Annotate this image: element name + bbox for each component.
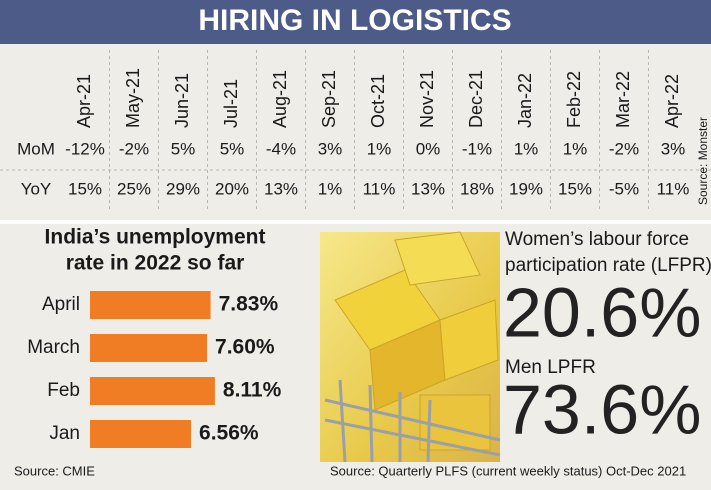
column-header: Jul-21 [221,79,241,128]
column-header: Apr-22 [662,74,682,128]
cell: -4% [266,139,296,158]
column-header: Jan-22 [515,73,535,128]
lfpr-label: Men LPFR [505,357,596,378]
bar-label: April [42,294,80,315]
source: Source: Monster [696,117,710,205]
column-header: Nov-21 [417,70,437,128]
value-label: 7.60% [215,336,275,359]
cart-image [320,231,501,463]
cell: 3% [661,139,686,158]
cell: 0% [416,139,441,158]
unemployment-chart: India’s unemployment rate in 2022 so far… [27,226,282,448]
bar [90,420,192,448]
cell: 1% [318,179,343,198]
cell: -2% [119,139,149,158]
cell: -2% [609,139,639,158]
chart-title: rate in 2022 so far [66,252,245,275]
column-header: Dec-21 [466,70,486,128]
cell: 15% [558,179,592,198]
column-header: Mar-22 [613,71,633,128]
value-label: 8.11% [223,379,282,402]
lfpr-label: participation rate (LFPR) [505,255,711,276]
source: Source: Quarterly PLFS (current weekly s… [330,463,686,478]
table: Apr-21 May-21 Jun-21 Jul-21 Aug-21 Sep-21 Oct-… [0,50,711,212]
lfpr-value: 73.6% [503,370,701,448]
bar [90,377,215,405]
cell: 5% [171,139,196,158]
cell: 29% [166,179,200,198]
title-band [0,0,711,44]
bar [90,334,208,362]
column-header: Feb-22 [564,71,584,128]
cell: 19% [509,179,543,198]
column-header: Jun-21 [172,73,192,128]
cell: -12% [65,139,105,158]
cell: 3% [318,139,343,158]
column-header: Oct-21 [368,74,388,128]
source: Source: CMIE [14,463,95,478]
cell: 13% [264,179,298,198]
lfpr-label: Women’s labour force [505,229,689,250]
bar-label: Feb [47,380,80,401]
cell: 5% [220,139,245,158]
cell: 18% [460,179,494,198]
value-label: 7.83% [219,293,279,316]
cell: 20% [215,179,249,198]
bar [90,291,211,319]
cell: 11% [657,179,690,198]
cell: 1% [514,139,539,158]
column-header: May-21 [123,68,143,128]
column-header: Aug-21 [270,70,290,128]
cell: 25% [117,179,151,198]
cell: 15% [68,179,102,198]
value-label: 6.56% [199,422,259,445]
cell: 13% [411,179,445,198]
cell: 1% [563,139,588,158]
cell: -5% [609,179,639,198]
bar-label: March [27,337,80,358]
bar-label: Jan [49,423,80,444]
cell: 1% [367,139,392,158]
row-label: YoY [21,179,52,198]
lfpr-value: 20.6% [503,273,701,351]
column-header: Apr-21 [74,74,94,128]
cell: 11% [363,179,396,198]
column-header: Sep-21 [319,70,339,128]
title: HIRING IN LOGISTICS [198,4,511,37]
row-label: MoM [17,139,55,158]
chart-title: India’s unemployment [45,226,266,249]
cell: -1% [462,139,492,158]
